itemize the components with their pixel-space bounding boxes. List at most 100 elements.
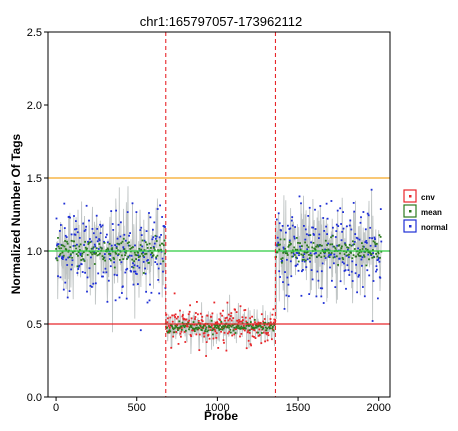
cnv-point xyxy=(266,339,269,342)
mean-point xyxy=(330,236,332,239)
cnv-point xyxy=(197,313,199,316)
normal-point xyxy=(333,253,336,256)
mean-point xyxy=(77,254,79,257)
cnv-point xyxy=(225,325,227,328)
mean-point xyxy=(174,324,177,327)
normal-point xyxy=(319,205,322,207)
mean-point xyxy=(132,266,135,269)
normal-point xyxy=(315,295,318,298)
cnv-point xyxy=(174,313,177,316)
mean-point xyxy=(263,324,266,327)
mean-point xyxy=(295,256,297,259)
normal-point xyxy=(350,270,353,273)
mean-point xyxy=(276,251,279,254)
mean-point xyxy=(95,247,98,250)
mean-point xyxy=(345,251,348,253)
normal-point xyxy=(330,253,332,256)
mean-point xyxy=(282,251,285,254)
cnv-point xyxy=(183,318,186,320)
cnv-point xyxy=(215,332,218,334)
normal-point xyxy=(153,221,156,224)
normal-point xyxy=(352,202,355,204)
normal-point xyxy=(311,226,313,229)
x-tick-label: 2000 xyxy=(366,402,390,414)
mean-point xyxy=(205,326,208,329)
mean-point xyxy=(157,249,159,252)
normal-point xyxy=(137,254,140,257)
normal-point xyxy=(73,215,75,217)
cnv-point xyxy=(220,321,223,324)
normal-point xyxy=(131,266,133,268)
mean-point xyxy=(70,239,73,242)
mean-point xyxy=(378,234,381,237)
normal-point xyxy=(102,275,104,278)
legend: cnv mean normal xyxy=(403,189,448,233)
normal-point xyxy=(86,276,89,279)
mean-point xyxy=(222,327,225,330)
mean-point xyxy=(199,325,202,327)
normal-point xyxy=(128,254,131,257)
mean-point xyxy=(190,325,192,327)
mean-point xyxy=(83,260,86,262)
cnv-point xyxy=(241,316,244,319)
cnv-point xyxy=(210,315,213,318)
mean-point xyxy=(137,251,139,254)
normal-point xyxy=(98,239,101,242)
mean-point xyxy=(136,250,139,253)
x-axis-label: Probe xyxy=(204,409,238,423)
mean-point xyxy=(230,331,232,334)
cnv-point xyxy=(168,327,171,329)
normal-point xyxy=(161,257,164,260)
mean-point xyxy=(55,257,58,260)
mean-point xyxy=(257,331,259,334)
normal-point xyxy=(323,252,326,255)
normal-point xyxy=(106,241,109,244)
mean-point xyxy=(204,328,207,331)
normal-point xyxy=(321,262,324,265)
mean-point xyxy=(153,249,156,251)
cnv-point xyxy=(246,323,249,326)
cnv-point xyxy=(240,333,243,335)
mean-point xyxy=(84,240,86,243)
mean-point xyxy=(90,247,93,250)
legend-label: mean xyxy=(421,208,442,217)
normal-point xyxy=(68,215,70,218)
cnv-point xyxy=(272,308,275,311)
normal-point xyxy=(137,283,139,285)
normal-point xyxy=(150,253,152,256)
cnv-point xyxy=(184,341,187,343)
normal-point xyxy=(155,257,158,260)
cnv-point xyxy=(166,330,168,333)
normal-point xyxy=(371,237,373,240)
normal-point xyxy=(379,208,382,210)
cnv-point xyxy=(247,339,250,342)
mean-point xyxy=(330,252,333,254)
mean-point xyxy=(351,257,354,260)
cnv-point xyxy=(193,323,196,326)
mean-point xyxy=(275,255,277,258)
mean-point xyxy=(148,261,150,264)
mean-point xyxy=(132,246,134,248)
mean-point xyxy=(254,326,257,329)
mean-point xyxy=(172,328,175,331)
mean-point xyxy=(373,256,376,259)
normal-point xyxy=(289,260,292,263)
normal-point xyxy=(91,247,94,250)
normal-point xyxy=(156,208,159,210)
mean-point xyxy=(326,244,328,246)
mean-point xyxy=(292,249,294,252)
normal-point xyxy=(144,267,146,270)
normal-point xyxy=(344,269,347,272)
normal-point xyxy=(281,225,284,227)
mean-point xyxy=(305,251,308,254)
normal-point xyxy=(360,258,363,261)
mean-point xyxy=(115,247,118,249)
normal-point xyxy=(303,253,306,255)
normal-point xyxy=(276,236,279,239)
normal-point xyxy=(85,225,87,228)
cnv-point xyxy=(237,321,240,324)
cnv-point xyxy=(240,320,242,323)
mean-point xyxy=(259,324,262,327)
mean-point xyxy=(98,243,101,245)
plot-frame xyxy=(47,31,391,398)
